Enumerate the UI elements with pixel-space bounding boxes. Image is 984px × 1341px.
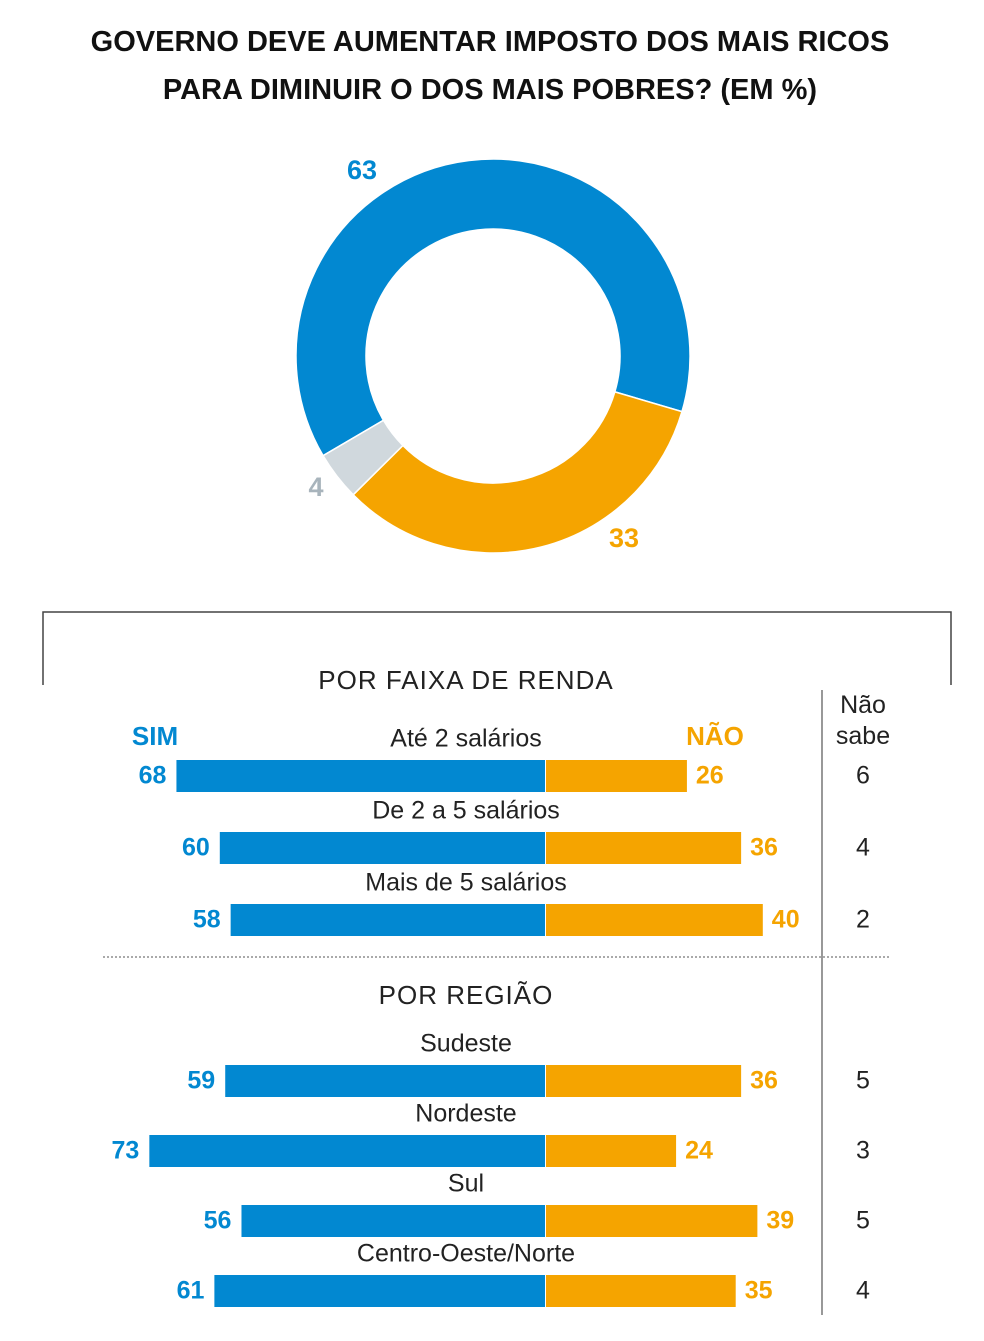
value-label: 24	[685, 1137, 713, 1165]
bar	[149, 1135, 545, 1167]
value-label: 56	[204, 1207, 232, 1235]
value-label: 59	[187, 1067, 215, 1095]
value-label: 58	[193, 906, 221, 934]
value-label: 68	[139, 762, 167, 790]
value-label: 73	[112, 1137, 140, 1165]
bar	[546, 1275, 736, 1307]
legend-label: Não sabe	[835, 691, 891, 750]
value-label: 5	[856, 1067, 870, 1095]
bar	[546, 760, 687, 792]
bar	[546, 1065, 742, 1097]
bar	[241, 1205, 546, 1237]
legend-label: SIM	[132, 721, 178, 751]
chart-title: GOVERNO DEVE AUMENTAR IMPOSTO DOS MAIS R…	[90, 26, 890, 106]
category-label: De 2 a 5 salários	[372, 797, 560, 825]
category-label: Nordeste	[415, 1100, 516, 1128]
value-label: 36	[750, 834, 778, 862]
bar	[176, 760, 545, 792]
category-label: Sudeste	[420, 1030, 512, 1058]
section-title: POR FAIXA DE RENDA	[318, 665, 613, 695]
value-label: 40	[772, 906, 800, 934]
bar	[214, 1275, 545, 1307]
category-label: Até 2 salários	[390, 725, 541, 753]
value-label: 60	[182, 834, 210, 862]
bar	[225, 1065, 545, 1097]
value-label: 4	[856, 834, 870, 862]
bar	[546, 904, 763, 936]
section-title: POR REGIÃO	[379, 980, 554, 1010]
value-label: 63	[347, 155, 377, 185]
value-label: 33	[609, 523, 639, 553]
legend-label: NÃO	[686, 721, 744, 751]
value-label: 35	[745, 1277, 773, 1305]
value-label: 4	[308, 472, 323, 502]
value-label: 5	[856, 1207, 870, 1235]
value-label: 3	[856, 1137, 870, 1165]
frame	[42, 611, 952, 685]
value-label: 2	[856, 906, 870, 934]
bar	[546, 1205, 758, 1237]
donut-slice	[322, 419, 404, 496]
bar	[219, 832, 546, 864]
value-label: 36	[750, 1067, 778, 1095]
bar	[230, 904, 545, 936]
value-label: 4	[856, 1277, 870, 1305]
donut-slice	[352, 390, 683, 554]
donut-slice	[295, 158, 691, 457]
value-label: 61	[177, 1277, 205, 1305]
value-label: 39	[766, 1207, 794, 1235]
category-label: Centro-Oeste/Norte	[357, 1240, 575, 1268]
bar	[546, 832, 742, 864]
value-label: 6	[856, 762, 870, 790]
value-label: 26	[696, 762, 724, 790]
bar	[546, 1135, 677, 1167]
category-label: Sul	[448, 1170, 484, 1198]
category-label: Mais de 5 salários	[365, 869, 566, 897]
